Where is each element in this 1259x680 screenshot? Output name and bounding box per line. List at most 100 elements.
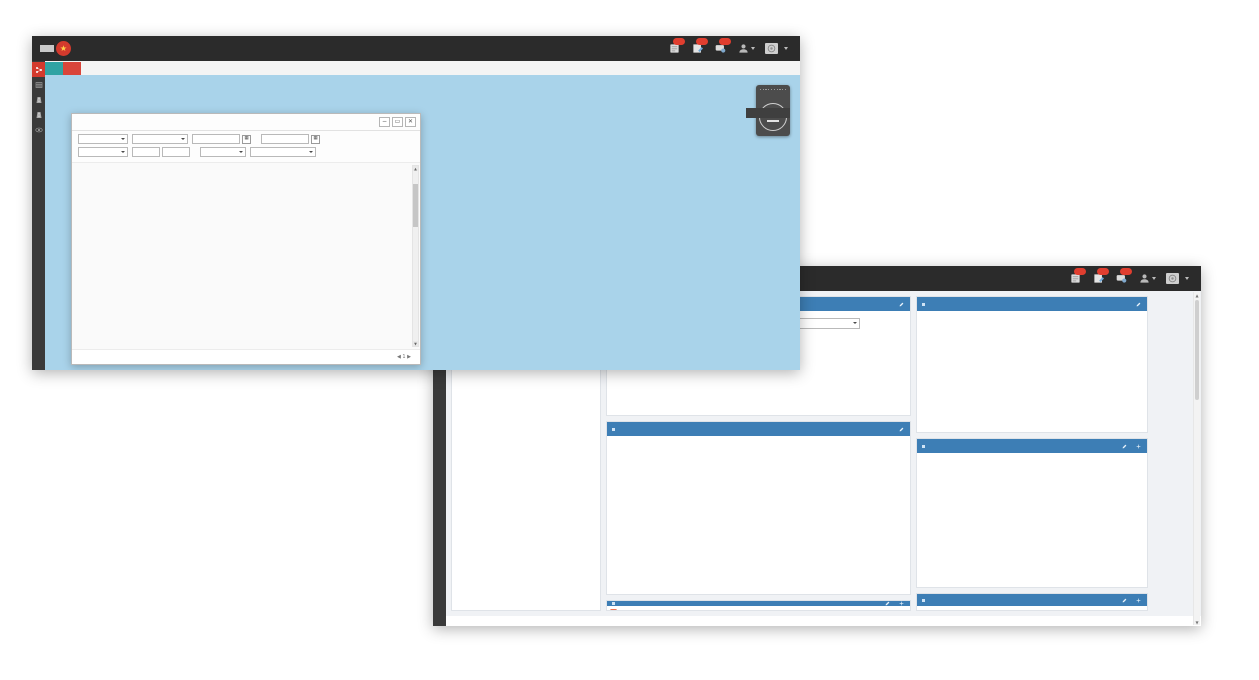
bridge-panel-body — [917, 453, 1147, 587]
stake-from-input[interactable] — [132, 147, 160, 157]
panel-bullet-icon — [922, 444, 925, 448]
worklog-badge — [1074, 268, 1086, 275]
org-selector[interactable] — [1166, 273, 1189, 284]
header-item-message[interactable] — [715, 38, 731, 54]
map-viewport[interactable]: − ▭ ✕ — [45, 75, 800, 370]
gis-content: − ▭ ✕ — [45, 61, 800, 370]
incident-card-list[interactable]: ▲ ▼ — [72, 163, 420, 349]
plus-icon — [1136, 444, 1140, 448]
header-item-workorder[interactable] — [692, 38, 708, 54]
scroll-up-icon[interactable]: ▲ — [413, 166, 418, 171]
message-icon — [715, 45, 726, 53]
panel-bullet-icon — [922, 302, 925, 306]
gis-header-actions — [669, 38, 792, 54]
tab-gis-display[interactable] — [63, 62, 81, 75]
user-menu[interactable] — [738, 43, 755, 54]
maximize-icon[interactable]: ▭ — [392, 117, 403, 127]
sidebar-item-bridge[interactable] — [32, 107, 45, 122]
bridge-icon — [36, 111, 41, 118]
incident-list-scrollbar[interactable]: ▲ ▼ — [412, 165, 419, 347]
bridge-data-button[interactable] — [1136, 444, 1143, 449]
scroll-down-icon[interactable]: ▼ — [413, 341, 418, 346]
sidebar-item-monitor[interactable] — [32, 122, 45, 137]
pager[interactable]: ◀ 1 ▶ — [396, 354, 411, 360]
stake-to-input[interactable] — [162, 147, 190, 157]
roadadmin-case-button[interactable] — [885, 601, 892, 606]
event-analysis-button[interactable] — [899, 427, 906, 432]
dangerbridge-detail-button[interactable] — [1136, 598, 1143, 603]
pencil-icon — [1122, 598, 1127, 602]
message-badge — [719, 38, 731, 45]
gis-sidebar — [32, 61, 45, 370]
roadadmin-panel-body — [607, 606, 910, 610]
filter-row-1: ▦ ▦ — [76, 134, 416, 144]
query-button[interactable] — [746, 108, 790, 118]
gis-body: − ▭ ✕ — [32, 61, 800, 370]
sidebar-item-dashboard[interactable] — [32, 62, 45, 77]
dangerbridge-panel-body — [917, 606, 1147, 610]
eye-icon — [34, 127, 43, 132]
chevron-down-icon — [1152, 277, 1156, 280]
sidebar-item-road[interactable] — [32, 92, 45, 107]
close-icon[interactable]: ✕ — [405, 117, 416, 127]
event-level-select[interactable] — [132, 134, 188, 144]
dangerbridge-panel — [916, 593, 1148, 611]
roadnet-panel — [916, 296, 1148, 433]
tab-function-entry[interactable] — [45, 62, 63, 75]
workorder-panel-body — [452, 340, 600, 610]
bridge-panel-header — [917, 439, 1147, 453]
dashboard-column-right — [916, 296, 1148, 611]
date-to-input[interactable] — [261, 134, 309, 144]
user-menu[interactable] — [1139, 273, 1156, 284]
roadnet-chart-button[interactable] — [1136, 302, 1143, 307]
event-type-select[interactable] — [78, 134, 128, 144]
bridge-chart-button[interactable] — [1122, 444, 1129, 449]
bridge-donut-chart — [920, 460, 1144, 572]
dashboard-scrollbar[interactable]: ▲ ▼ — [1193, 292, 1200, 625]
calendar-icon[interactable]: ▦ — [311, 134, 320, 144]
logo-block — [40, 45, 54, 52]
incident-dialog-titlebar: − ▭ ✕ — [72, 114, 420, 131]
incident-dialog-footer: ◀ 1 ▶ — [72, 349, 420, 364]
header-item-worklog[interactable] — [1070, 268, 1086, 284]
org-selector[interactable] — [765, 43, 788, 54]
calendar-icon[interactable]: ▦ — [242, 134, 251, 144]
gis-app-header: ★ — [32, 36, 800, 61]
roadadmin-panel-tools — [885, 601, 905, 606]
gis-window: ★ — [32, 36, 800, 370]
route-select[interactable] — [78, 147, 128, 157]
org-emblem-icon — [765, 43, 778, 54]
bridge-panel-tools — [1122, 444, 1142, 449]
clipboard-icon — [670, 44, 679, 53]
header-item-workorder[interactable] — [1093, 268, 1109, 284]
incident-scroll-thumb[interactable] — [413, 184, 418, 228]
dangerbridge-handle-button[interactable] — [1122, 598, 1129, 603]
edit-doc-icon — [693, 44, 703, 53]
sidebar-item-grid[interactable] — [32, 77, 45, 92]
dashboard-scroll-thumb[interactable] — [1195, 300, 1199, 400]
roadadmin-legend — [610, 609, 907, 610]
user-icon — [1140, 274, 1149, 283]
header-item-worklog[interactable] — [669, 38, 685, 54]
header-item-message[interactable] — [1116, 268, 1132, 284]
date-from-input[interactable] — [192, 134, 240, 144]
dangerbridge-panel-tools — [1122, 598, 1142, 603]
panel-bullet-icon — [922, 598, 925, 602]
roadadmin-stat-button[interactable] — [899, 601, 906, 606]
manage-unit-select[interactable] — [250, 147, 316, 157]
grid-icon — [35, 81, 42, 88]
edit-doc-icon — [1094, 274, 1104, 283]
minimize-icon[interactable]: − — [379, 117, 390, 127]
incident-filter-form: ▦ ▦ — [72, 131, 420, 163]
clipboard-icon — [1071, 274, 1080, 283]
incident-dialog-buttons: − ▭ ✕ — [379, 117, 416, 127]
message-badge — [1120, 268, 1132, 275]
event-status-select[interactable] — [200, 147, 246, 157]
org-emblem-icon — [1166, 273, 1179, 284]
project-detail-button[interactable] — [899, 302, 906, 307]
scroll-down-icon[interactable]: ▼ — [1195, 619, 1199, 625]
dangerbridge-panel-header — [917, 594, 1147, 606]
chevron-down-icon — [751, 47, 755, 50]
scroll-up-icon[interactable]: ▲ — [1195, 292, 1199, 298]
pencil-icon — [899, 427, 903, 431]
